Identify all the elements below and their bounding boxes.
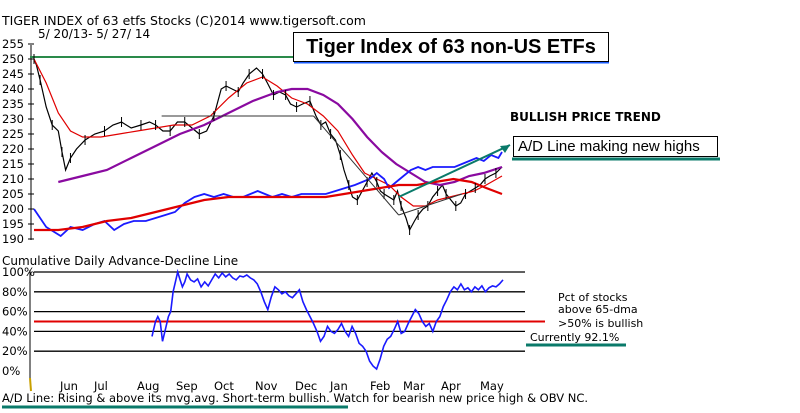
header-title: TIGER INDEX of 63 etfs Stocks (C)2014 ww…	[1, 13, 366, 28]
lower-y-tick-label: 80%	[2, 285, 28, 299]
upper-series-group	[33, 54, 503, 238]
pct-line-2: above 65-dma	[558, 303, 638, 316]
upper-y-ticks: 2552502452402352302252202152102052001951…	[2, 37, 34, 246]
x-tick-label: Aug	[137, 379, 159, 393]
pct-line-1: Pct of stocks	[558, 291, 628, 304]
x-tick-label: Feb	[370, 379, 390, 393]
x-axis-ticks: Jun Jul Aug Sep Oct Nov Dec Jan Feb Mar Apr May	[59, 379, 504, 393]
upper-annotations	[161, 60, 720, 216]
upper-y-tick-label: 220	[2, 142, 24, 156]
header-date-range: 5/ 20/13- 5/ 27/ 14	[38, 27, 150, 41]
x-tick-label: Dec	[295, 379, 317, 393]
ad-line-blue	[33, 151, 503, 238]
upper-y-tick-label: 255	[2, 37, 24, 51]
upper-y-tick-label: 230	[2, 112, 24, 126]
price-ma-purple	[58, 87, 503, 187]
lower-y-tick-label: 40%	[2, 324, 28, 338]
price-ma-red	[33, 58, 503, 207]
trend-arrow-head	[500, 145, 510, 153]
price-line	[33, 58, 503, 232]
upper-y-tick-label: 250	[2, 52, 24, 66]
upper-y-tick-label: 200	[2, 202, 24, 216]
x-tick-label: Oct	[214, 379, 234, 393]
x-tick-label: Jan	[329, 379, 348, 393]
lower-series-group	[151, 268, 504, 371]
title-box: Tiger Index of 63 non-US ETFs	[293, 32, 609, 62]
ad-line-box: A/D Line making new highs	[513, 136, 718, 157]
x-tick-label: May	[480, 379, 504, 393]
upper-y-tick-label: 190	[2, 232, 24, 246]
ad-ma-red	[34, 177, 503, 232]
lower-panel-label: Cumulative Daily Advance-Decline Line	[2, 254, 238, 268]
upper-y-tick-label: 205	[2, 187, 24, 201]
lower-grid: 100% 80% 60% 40% 20% 0%	[2, 265, 545, 378]
pct-line-4: Currently 92.1%	[530, 331, 619, 344]
trend-annotation: BULLISH PRICE TREND	[510, 110, 661, 124]
upper-y-tick-label: 210	[2, 172, 24, 186]
x-axis-marker	[29, 377, 32, 392]
pct-above-65dma-line	[151, 268, 504, 371]
upper-y-tick-label: 235	[2, 97, 24, 111]
x-tick-label: Apr	[441, 379, 461, 393]
title-box-label: Tiger Index of 63 non-US ETFs	[306, 36, 596, 58]
x-tick-label: Jun	[59, 379, 78, 393]
trend-arrow-line	[398, 144, 511, 198]
upper-y-tick-label: 245	[2, 67, 24, 81]
upper-y-tick-label: 240	[2, 82, 24, 96]
x-tick-label: Mar	[403, 379, 425, 393]
ad-line-box-label: A/D Line making new highs	[518, 138, 700, 155]
upper-y-tick-label: 195	[2, 217, 24, 231]
support-trendline	[398, 193, 463, 216]
lower-y-tick-label: 0%	[2, 364, 20, 378]
x-tick-label: Jul	[93, 379, 108, 393]
upper-y-tick-label: 225	[2, 127, 24, 141]
lower-y-tick-label: 100%	[2, 265, 35, 279]
x-tick-label: Sep	[176, 379, 198, 393]
lower-y-tick-label: 60%	[2, 305, 28, 319]
x-tick-label: Nov	[255, 379, 278, 393]
pct-line-3: >50% is bullish	[558, 317, 643, 330]
upper-y-tick-label: 215	[2, 157, 24, 171]
bottom-note: A/D Line: Rising & above its mvg.avg. Sh…	[2, 391, 588, 405]
down-trendline	[313, 115, 400, 216]
lower-y-tick-label: 20%	[2, 344, 28, 358]
